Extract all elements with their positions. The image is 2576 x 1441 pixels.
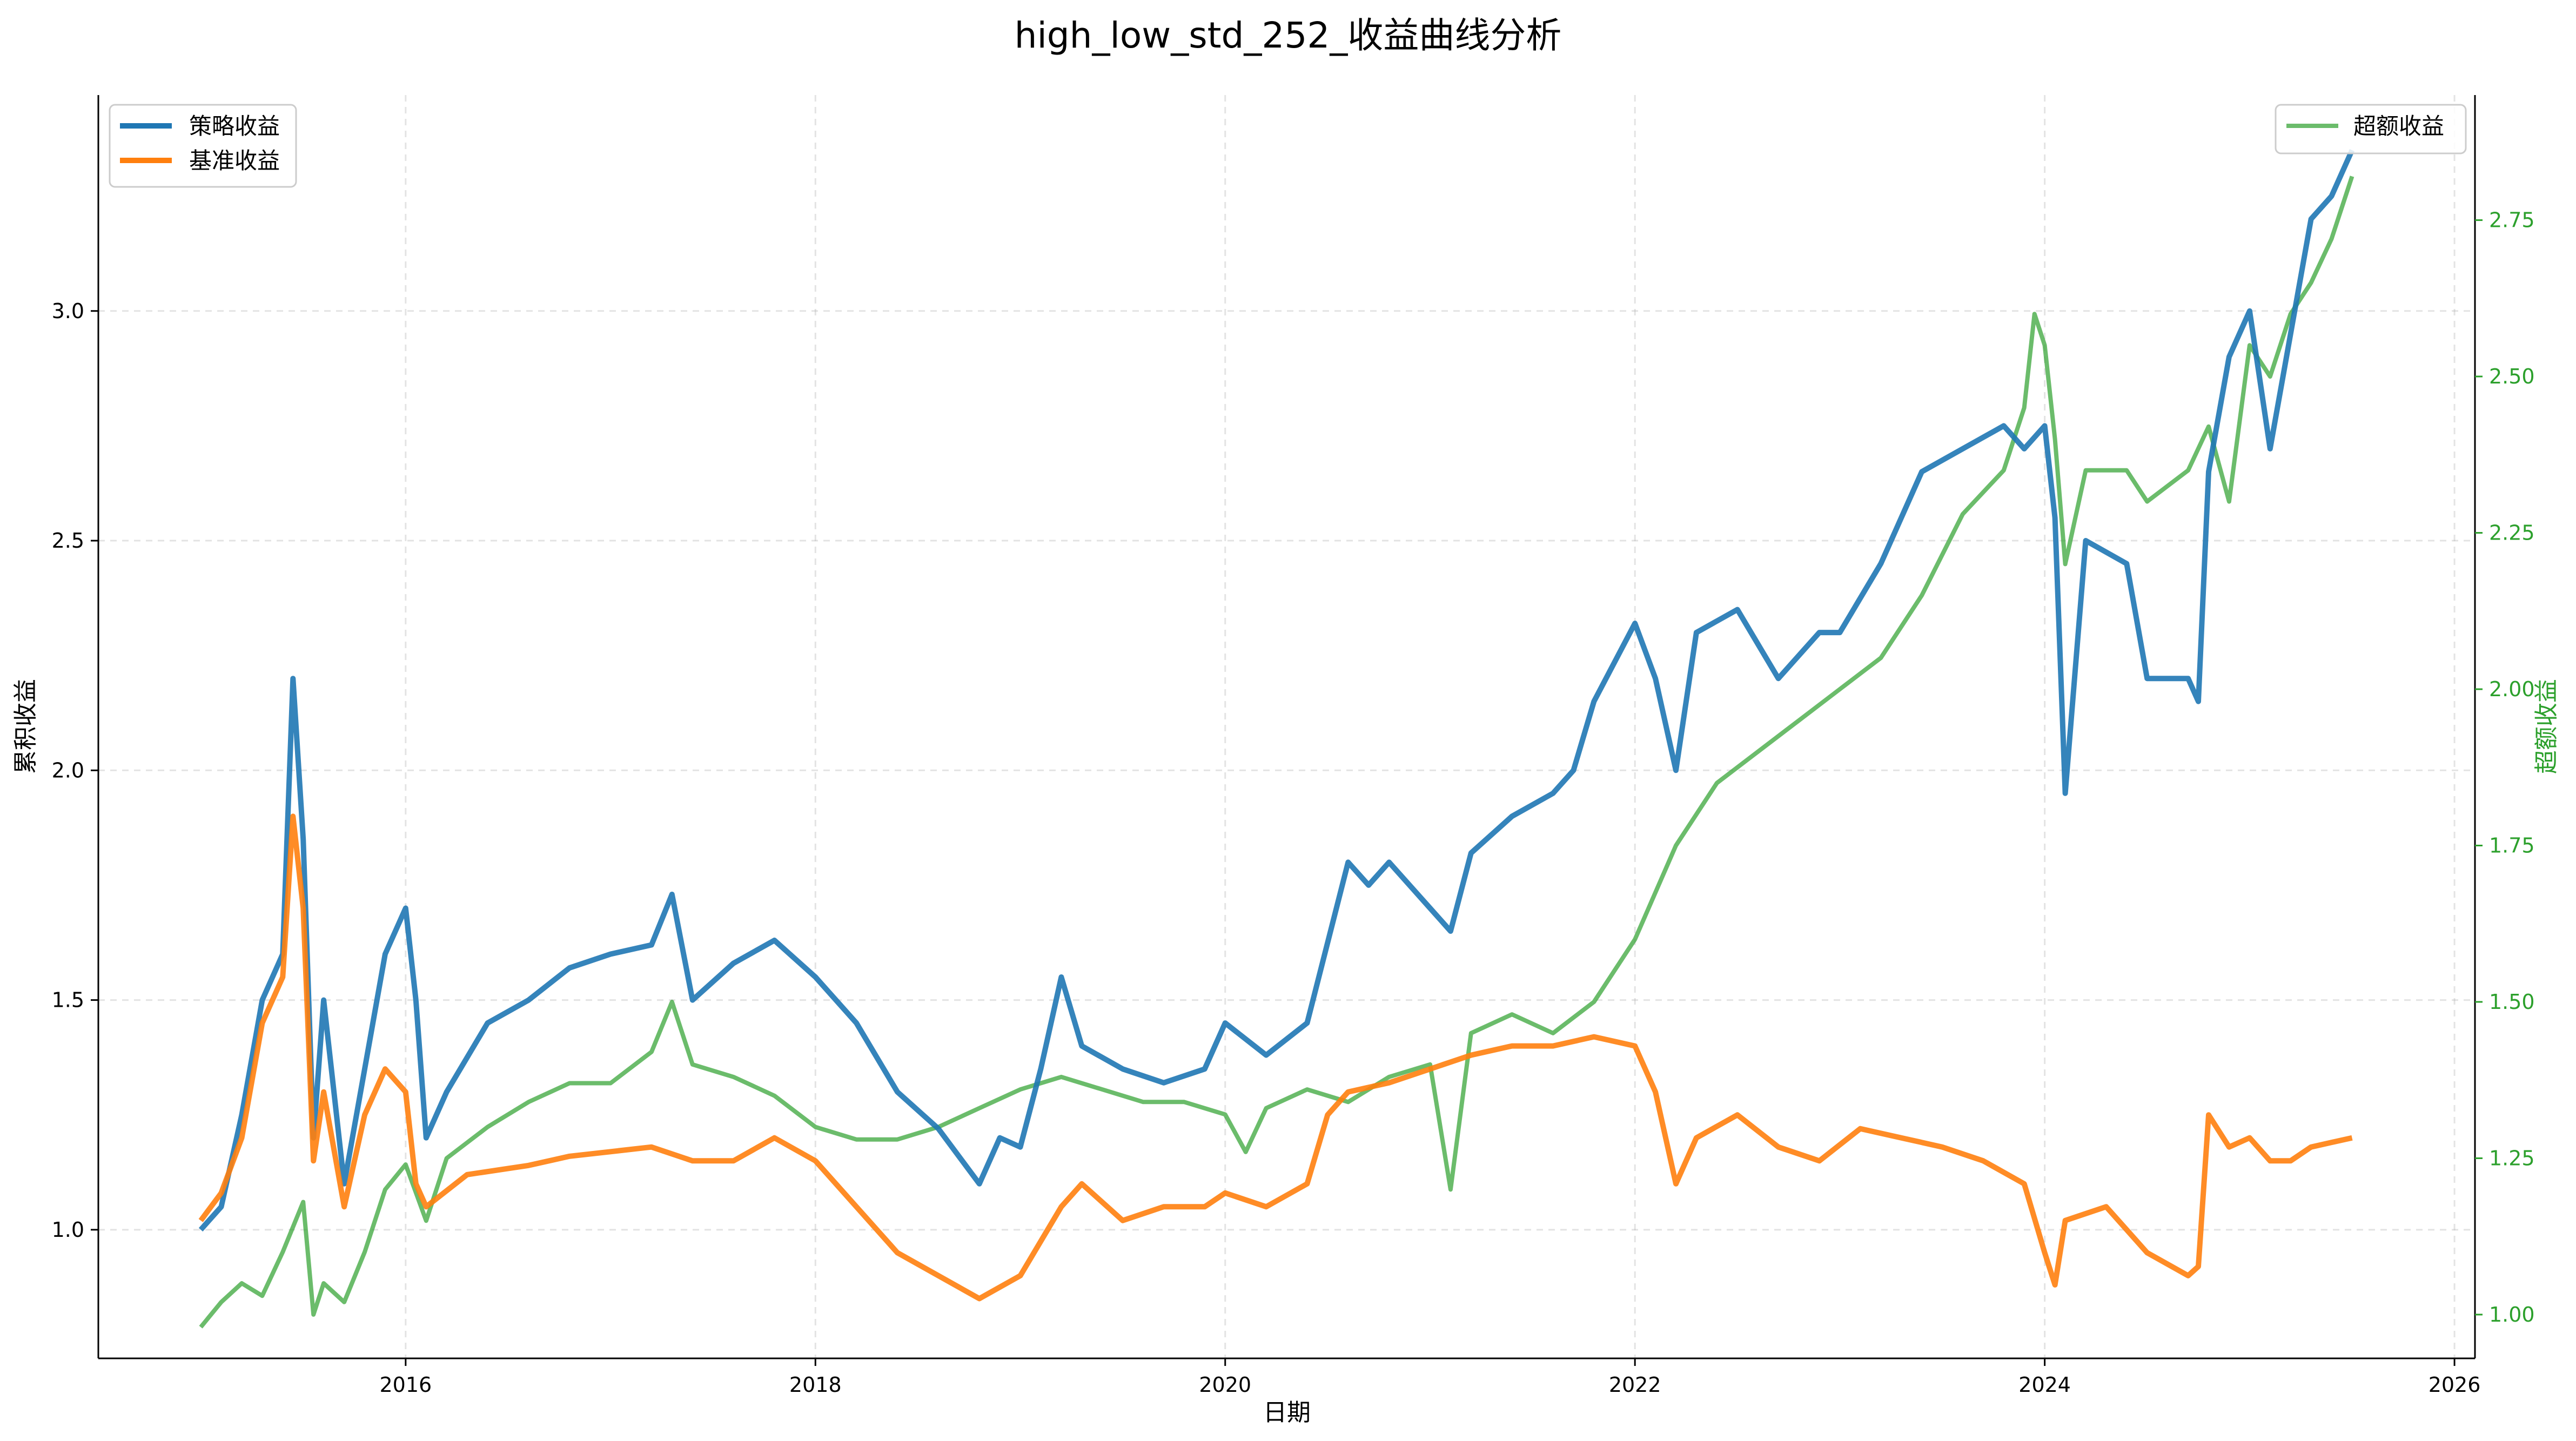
- y2-axis-label: 超额收益: [2533, 679, 2560, 774]
- y2-tick-label: 2.00: [2489, 677, 2535, 701]
- y-tick-label: 1.5: [52, 988, 84, 1012]
- y2-tick-label: 2.50: [2489, 365, 2535, 388]
- x-tick-label: 2018: [789, 1373, 842, 1397]
- y2-tick-label: 1.00: [2489, 1303, 2535, 1326]
- series-line-strategy: [198, 149, 2355, 1232]
- y-tick-label: 2.5: [52, 529, 84, 553]
- x-tick-label: 2026: [2429, 1373, 2481, 1397]
- series-line-benchmark: [198, 813, 2353, 1302]
- y-tick-label: 2.0: [52, 758, 84, 782]
- y-axis-ticks: 1.0 1.5 2.0 2.5 3.0: [52, 299, 98, 1242]
- legend-label-strategy: 策略收益: [189, 113, 280, 139]
- legend-label-excess: 超额收益: [2353, 113, 2444, 139]
- legend-label-benchmark: 基准收益: [189, 147, 280, 174]
- y2-tick-label: 2.25: [2489, 521, 2535, 545]
- series-line-excess: [199, 176, 2354, 1329]
- x-tick-label: 2020: [1199, 1373, 1251, 1397]
- x-axis-ticks: 2016 2018 2020 2022 2024 2026: [379, 1358, 2480, 1397]
- gridlines: [98, 95, 2475, 1358]
- x-tick-label: 2016: [379, 1373, 432, 1397]
- y-axis-label: 累积收益: [12, 679, 39, 774]
- x-tick-label: 2024: [2018, 1373, 2071, 1397]
- y2-tick-label: 1.25: [2489, 1146, 2535, 1170]
- series-group: [198, 149, 2355, 1329]
- y2-tick-label: 1.75: [2489, 834, 2535, 858]
- legend-right: 超额收益: [2275, 104, 2467, 154]
- x-axis-label: 日期: [1263, 1399, 1311, 1426]
- y-tick-label: 1.0: [52, 1218, 84, 1242]
- legend-left: 策略收益 基准收益: [109, 104, 297, 188]
- legend-right-frame: [2275, 104, 2467, 154]
- y2-axis-ticks: 1.00 1.25 1.50 1.75 2.00 2.25 2.50 2.75: [2475, 208, 2535, 1326]
- chart-title: high_low_std_252_收益曲线分析: [1015, 15, 1562, 56]
- y-tick-label: 3.0: [52, 299, 84, 323]
- y2-tick-label: 2.75: [2489, 208, 2535, 232]
- y2-tick-label: 1.50: [2489, 990, 2535, 1014]
- x-tick-label: 2022: [1609, 1373, 1661, 1397]
